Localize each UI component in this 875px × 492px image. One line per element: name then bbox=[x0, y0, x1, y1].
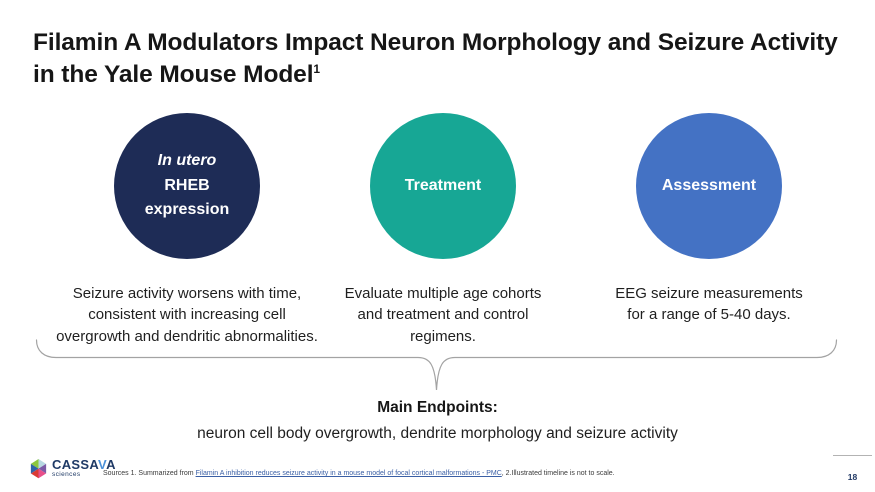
slide-title-line2: in the Yale Mouse Model bbox=[33, 61, 314, 89]
page-number-divider bbox=[833, 455, 872, 456]
main-endpoints-text: neuron cell body overgrowth, dendrite mo… bbox=[197, 425, 678, 442]
circle2-label: Treatment bbox=[404, 176, 482, 194]
source-link[interactable]: Filamin A inhibition reduces seizure act… bbox=[195, 470, 502, 477]
sources-footnote: Sources 1. Summarized from Filamin A inh… bbox=[103, 469, 663, 478]
cassava-logo-icon bbox=[30, 459, 47, 479]
circle-in-utero-rheb-expression: In utero RHEB expression bbox=[114, 113, 260, 259]
slide-title-line1: Filamin A Modulators Impact Neuron Morph… bbox=[33, 29, 838, 56]
circle-treatment: Treatment bbox=[370, 113, 516, 259]
cassava-logo: CASSAVA sciences bbox=[28, 458, 116, 481]
description-rheb-expression: Seizure activity worsens with time, cons… bbox=[56, 285, 318, 345]
circle-assessment: Assessment bbox=[636, 113, 782, 259]
description-assessment: EEG seizure measurements for a range of … bbox=[615, 285, 803, 324]
slide-title-footnote-marker: 1 bbox=[313, 62, 320, 77]
cassava-logo-subtext: sciences bbox=[52, 471, 81, 478]
page-number: 18 bbox=[847, 472, 858, 482]
circle1-label-line1: In utero bbox=[157, 151, 217, 169]
sources-suffix: , 2.Illustrated timeline is not to scale… bbox=[501, 470, 615, 477]
description-treatment: Evaluate multiple age cohorts and treatm… bbox=[344, 285, 542, 345]
circle1-label-line2: RHEB bbox=[164, 176, 210, 194]
slide-title: Filamin A Modulators Impact Neuron Morph… bbox=[33, 27, 863, 92]
sources-prefix: Sources 1. Summarized from bbox=[103, 470, 196, 477]
main-endpoints-heading: Main Endpoints: bbox=[377, 399, 498, 416]
circle1-label-line3: expression bbox=[144, 201, 230, 219]
circle3-label: Assessment bbox=[661, 176, 757, 194]
cassava-logo-name: CASSAVA bbox=[52, 457, 116, 472]
underbrace-shape bbox=[35, 339, 838, 391]
